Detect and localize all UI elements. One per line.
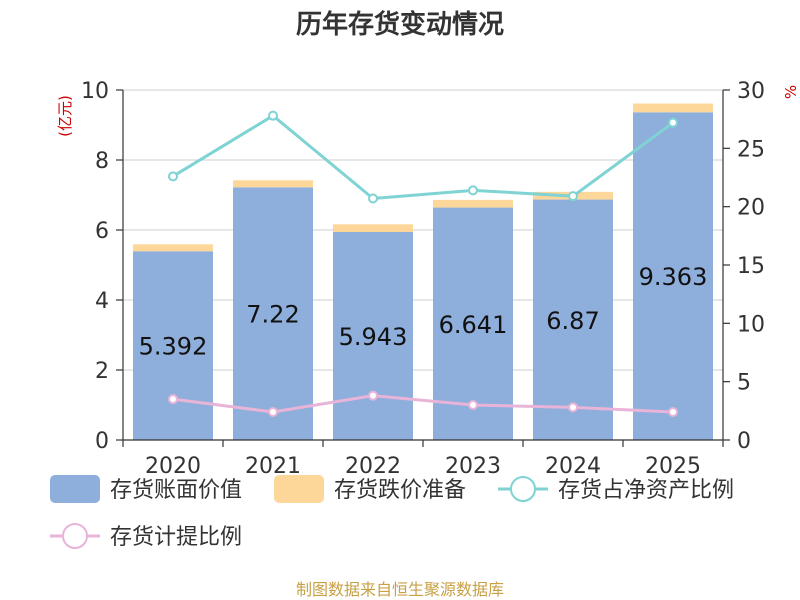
bar-impairment-provision xyxy=(133,244,213,252)
right-axis-tick-label: 0 xyxy=(737,429,751,454)
legend-label: 存货账面价值 xyxy=(110,478,242,503)
line-series xyxy=(168,110,678,417)
bar-value-label: 9.363 xyxy=(639,263,708,291)
data-source-note: 制图数据来自恒生聚源数据库 xyxy=(296,580,504,599)
line-inventory-to-net-assets xyxy=(172,113,674,201)
x-axis-category-label: 2020 xyxy=(145,454,201,479)
right-axis-tick-label: 20 xyxy=(737,196,765,221)
bar-book-value xyxy=(533,199,613,440)
line-point xyxy=(568,402,578,413)
bar-value-label: 5.943 xyxy=(339,323,408,351)
legend-marker xyxy=(62,523,88,549)
line-point xyxy=(568,191,578,202)
bar-value-label: 6.87 xyxy=(546,307,599,335)
left-axis-tick-label: 2 xyxy=(95,359,109,384)
line-point xyxy=(368,193,378,204)
bar-impairment-provision xyxy=(433,199,513,208)
legend-swatch xyxy=(274,475,324,503)
right-axis-tick-label: 25 xyxy=(737,137,765,162)
left-axis-tick-label: 8 xyxy=(95,149,109,174)
line-point xyxy=(468,185,478,196)
bar-series: 5.392 7.22 5.943 6.641 6.87 9.363 xyxy=(133,103,713,441)
left-axis-unit: (亿元) xyxy=(56,95,74,137)
legend-marker xyxy=(510,476,536,502)
line-point xyxy=(668,407,678,417)
left-axis-tick-label: 0 xyxy=(95,429,109,454)
chart-title: 历年存货变动情况 xyxy=(296,9,504,40)
line-point xyxy=(368,390,378,401)
x-axis-category-label: 2021 xyxy=(245,454,301,479)
right-axis-tick-label: 15 xyxy=(737,254,765,279)
x-axis-category-label: 2022 xyxy=(345,454,401,479)
bar-value-label: 6.641 xyxy=(439,311,508,339)
legend-swatch xyxy=(50,475,100,503)
x-axis-category-label: 2024 xyxy=(545,454,601,479)
line-point xyxy=(668,117,678,128)
bar-book-value xyxy=(233,187,313,440)
line-point xyxy=(268,110,278,121)
x-axis-category-label: 2025 xyxy=(645,454,701,479)
bar-impairment-provision xyxy=(233,180,313,188)
right-axis-unit: % xyxy=(782,85,800,99)
x-axis-category-label: 2023 xyxy=(445,454,501,479)
line-point xyxy=(168,394,178,405)
bar-impairment-provision xyxy=(333,224,413,232)
left-axis-tick-label: 10 xyxy=(81,79,109,104)
bar-impairment-provision xyxy=(633,103,713,113)
left-axis-tick-label: 4 xyxy=(95,289,109,314)
line-point xyxy=(168,171,178,182)
right-axis-tick-label: 10 xyxy=(737,312,765,337)
bar-book-value xyxy=(633,112,713,441)
legend-label: 存货计提比例 xyxy=(110,525,242,550)
bar-book-value xyxy=(133,251,213,440)
right-axis-tick-label: 30 xyxy=(737,79,765,104)
right-axis-tick-label: 5 xyxy=(737,371,751,396)
line-point xyxy=(268,407,278,417)
legend-label: 存货占净资产比例 xyxy=(558,478,734,503)
legend-label: 存货跌价准备 xyxy=(334,478,466,503)
bar-book-value xyxy=(333,231,413,440)
bar-value-label: 7.22 xyxy=(246,301,299,329)
line-point xyxy=(468,400,478,410)
left-axis-tick-label: 6 xyxy=(95,219,109,244)
bar-value-label: 5.392 xyxy=(139,333,208,361)
line-provision-ratio xyxy=(172,394,674,414)
